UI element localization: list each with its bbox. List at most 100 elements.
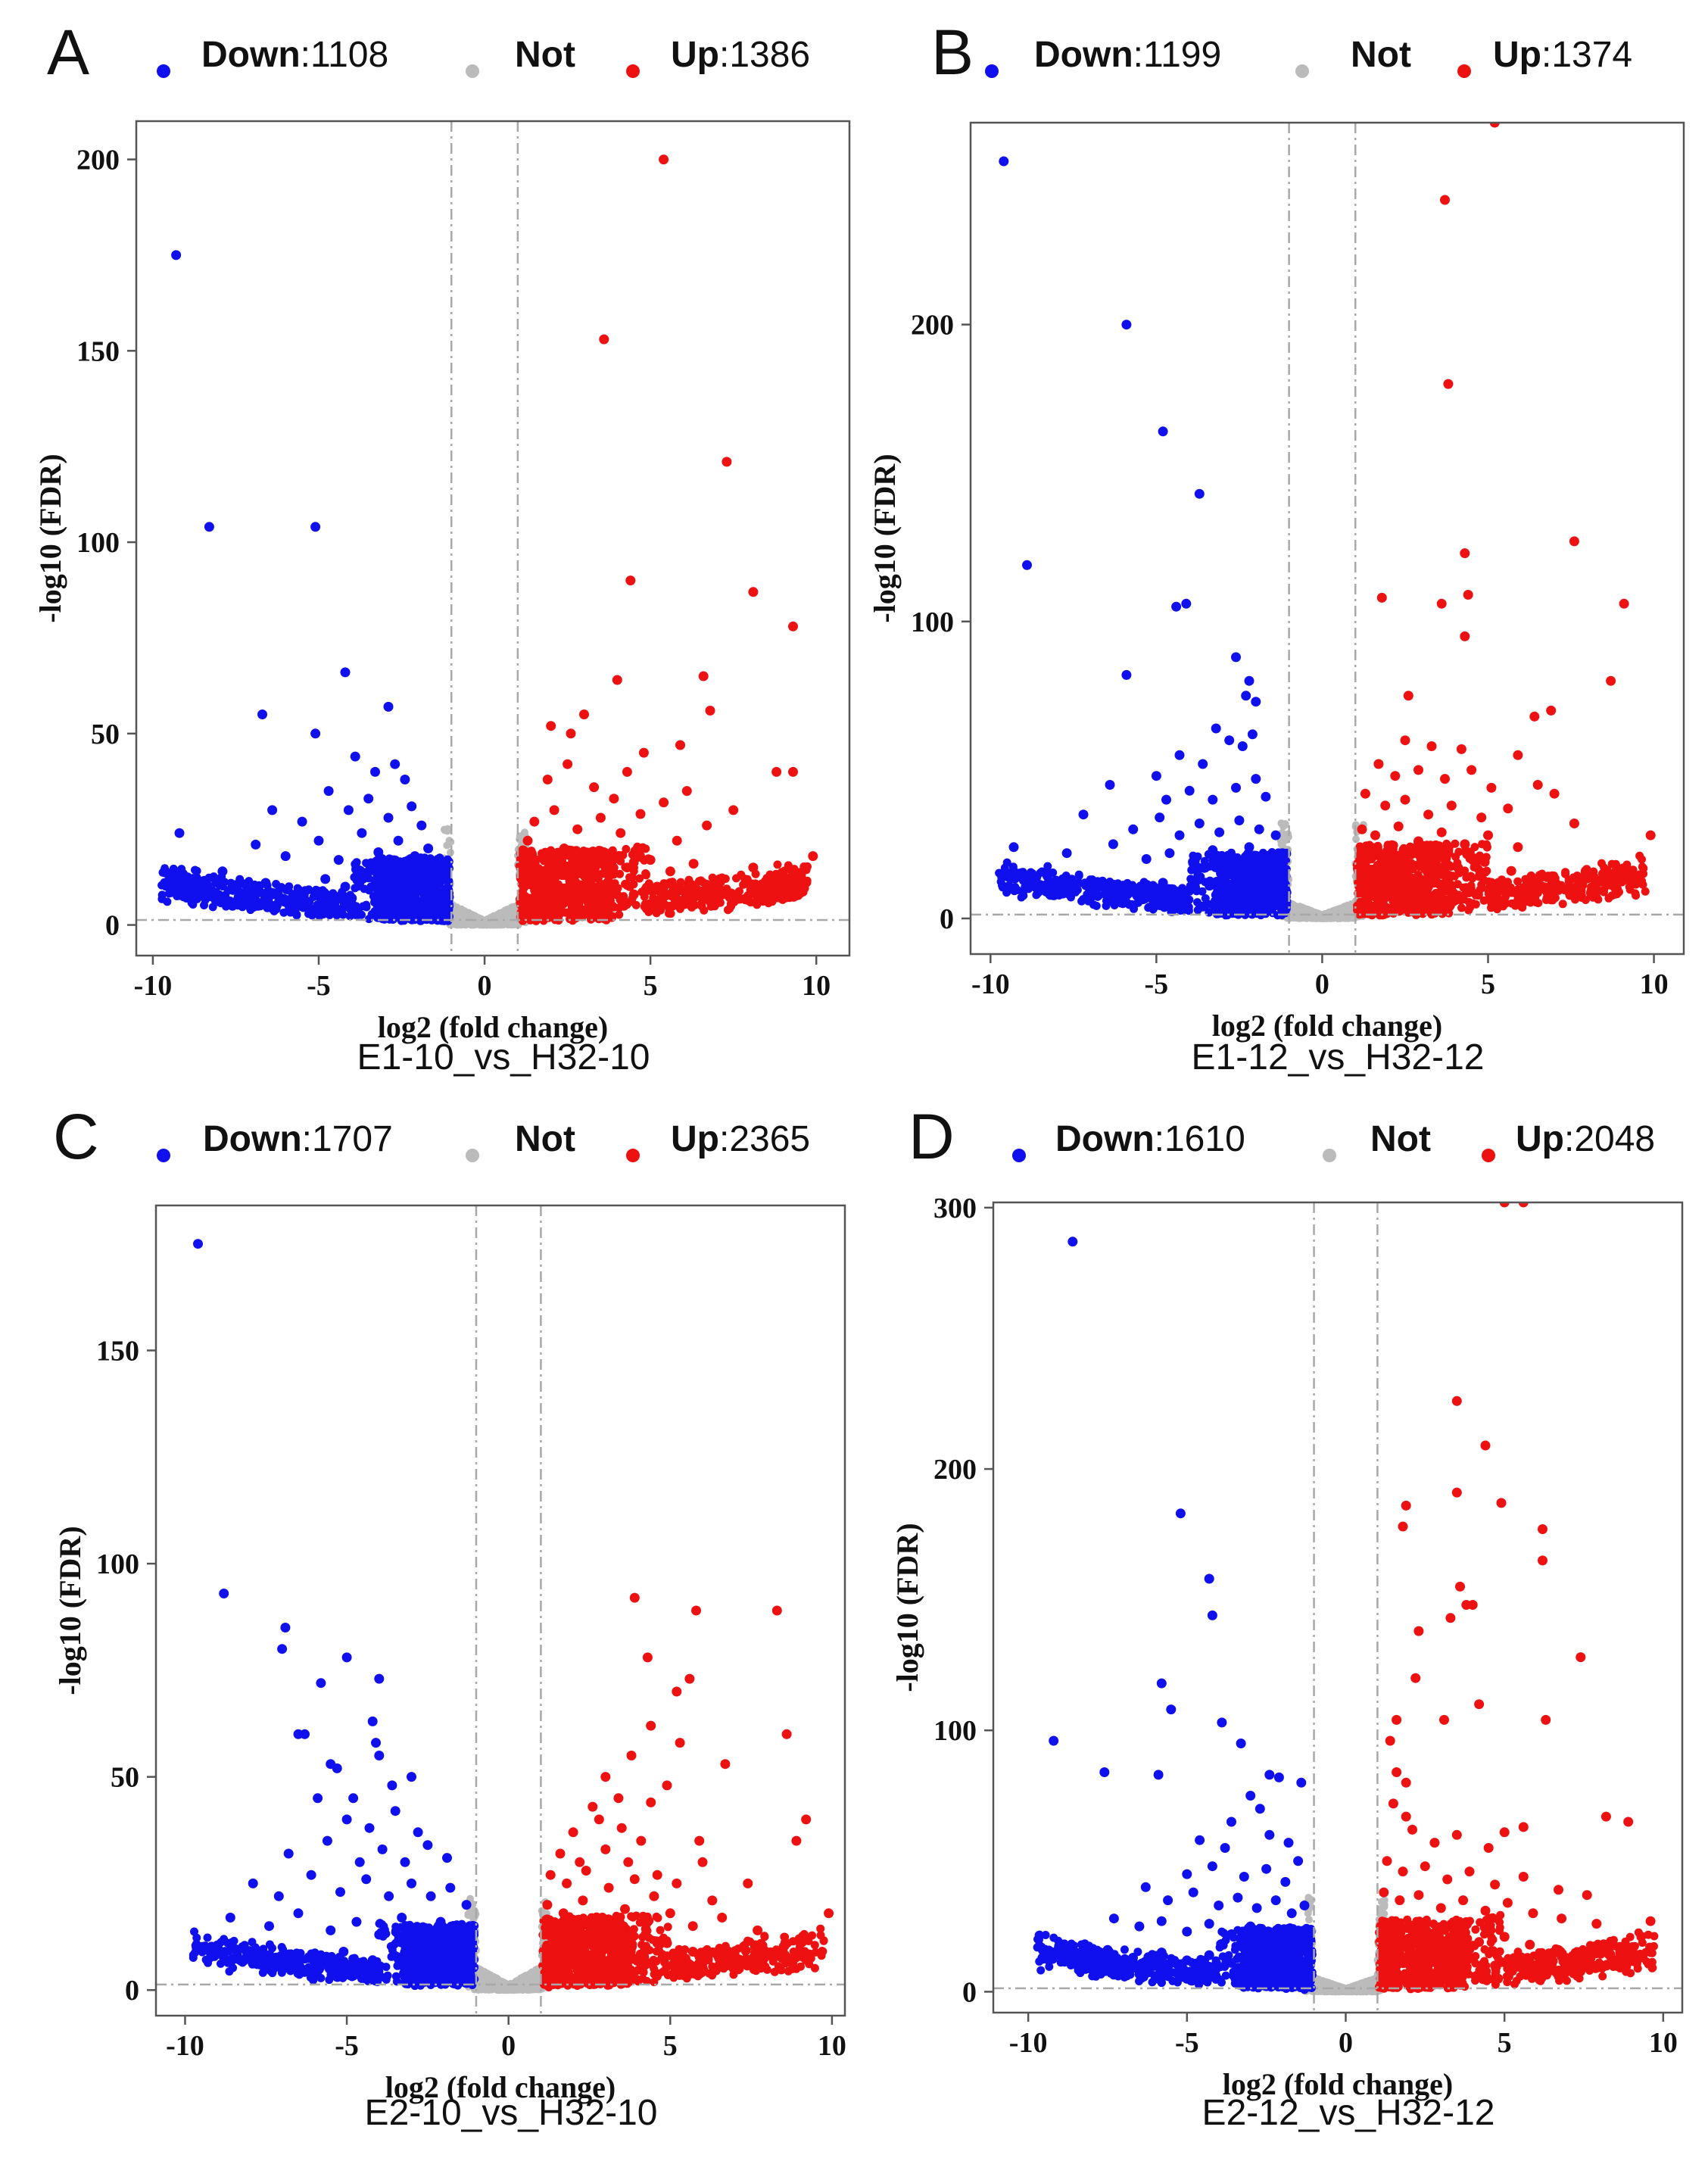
point-down bbox=[1071, 887, 1080, 897]
point-down bbox=[304, 909, 313, 918]
point-up bbox=[533, 872, 542, 880]
point-down bbox=[257, 709, 267, 719]
legend-down-marker bbox=[985, 64, 999, 78]
point-up bbox=[520, 860, 529, 869]
panel-label: B bbox=[931, 17, 974, 88]
point-up bbox=[534, 890, 543, 899]
point-down bbox=[161, 864, 170, 873]
series-up bbox=[516, 154, 818, 915]
point-down bbox=[280, 894, 289, 903]
point-down bbox=[390, 759, 401, 769]
point-down bbox=[402, 914, 411, 923]
point-up bbox=[592, 893, 601, 902]
point-down bbox=[420, 895, 429, 903]
point-up bbox=[687, 903, 696, 912]
point-up bbox=[599, 334, 609, 345]
point-up bbox=[788, 621, 798, 631]
point-up bbox=[575, 849, 584, 858]
point-up bbox=[794, 891, 803, 900]
point-not bbox=[460, 916, 468, 925]
point-down bbox=[272, 880, 281, 888]
point-up bbox=[578, 894, 588, 903]
point-down bbox=[313, 835, 324, 846]
point-down bbox=[310, 522, 321, 532]
point-down bbox=[399, 876, 407, 885]
point-down bbox=[426, 885, 437, 896]
point-up bbox=[725, 890, 734, 899]
point-down bbox=[294, 885, 304, 896]
point-down bbox=[383, 812, 394, 823]
point-up bbox=[572, 861, 581, 870]
point-down bbox=[351, 910, 360, 919]
point-down bbox=[353, 870, 362, 879]
point-down bbox=[266, 887, 275, 896]
point-down bbox=[429, 897, 440, 907]
point-up bbox=[681, 786, 692, 797]
point-down bbox=[433, 859, 444, 869]
point-down bbox=[362, 903, 371, 912]
point-down bbox=[304, 897, 314, 907]
point-down bbox=[365, 886, 374, 895]
point-down bbox=[1200, 856, 1209, 865]
point-down bbox=[423, 844, 434, 853]
point-down bbox=[202, 891, 211, 900]
point-up bbox=[787, 866, 796, 875]
legend-down-marker bbox=[157, 64, 170, 78]
point-down bbox=[288, 893, 297, 902]
point-up bbox=[638, 747, 649, 758]
point-down bbox=[320, 887, 329, 897]
point-down bbox=[244, 884, 253, 893]
point-not bbox=[445, 837, 453, 845]
point-down bbox=[387, 872, 395, 881]
legend-up-entry: Up:1374 bbox=[1493, 35, 1632, 75]
legend-not-marker bbox=[1295, 64, 1309, 78]
point-down bbox=[1045, 890, 1054, 900]
point-up bbox=[1513, 877, 1523, 886]
point-up bbox=[747, 879, 756, 888]
plot-area bbox=[136, 121, 849, 956]
point-down bbox=[373, 884, 382, 893]
point-down bbox=[260, 878, 271, 888]
point-up bbox=[765, 870, 775, 879]
point-up bbox=[675, 740, 685, 750]
point-down bbox=[223, 886, 232, 895]
point-up bbox=[579, 709, 589, 719]
point-up bbox=[582, 878, 591, 887]
point-down bbox=[208, 903, 217, 912]
point-down bbox=[1014, 870, 1023, 879]
point-not bbox=[478, 919, 487, 928]
legend-up-count: :1386 bbox=[719, 35, 810, 75]
point-down bbox=[191, 865, 199, 875]
point-down bbox=[339, 899, 348, 908]
point-down bbox=[370, 766, 380, 777]
point-down bbox=[279, 908, 288, 917]
point-down bbox=[166, 889, 175, 897]
legend-up-count: :1374 bbox=[1541, 35, 1632, 75]
point-down bbox=[363, 794, 374, 804]
point-down bbox=[376, 908, 385, 917]
point-down bbox=[380, 878, 391, 888]
point-up bbox=[625, 873, 634, 882]
legend-up-marker bbox=[1457, 64, 1471, 78]
point-up bbox=[603, 900, 612, 909]
point-up bbox=[722, 457, 732, 467]
point-down bbox=[316, 895, 325, 904]
point-up bbox=[630, 863, 638, 872]
point-down bbox=[251, 894, 260, 903]
point-up bbox=[527, 847, 536, 856]
point-up bbox=[529, 816, 540, 827]
point-up bbox=[603, 861, 612, 870]
point-up bbox=[724, 906, 732, 915]
point-up bbox=[803, 862, 812, 871]
point-up bbox=[659, 154, 669, 165]
point-down bbox=[1018, 888, 1027, 897]
point-down bbox=[1222, 864, 1231, 873]
point-up bbox=[616, 869, 625, 878]
point-down bbox=[1211, 860, 1220, 869]
point-down bbox=[1002, 869, 1011, 878]
point-up bbox=[549, 860, 558, 869]
panel-label: A bbox=[47, 17, 89, 88]
point-down bbox=[1156, 902, 1165, 911]
point-down bbox=[425, 854, 435, 863]
